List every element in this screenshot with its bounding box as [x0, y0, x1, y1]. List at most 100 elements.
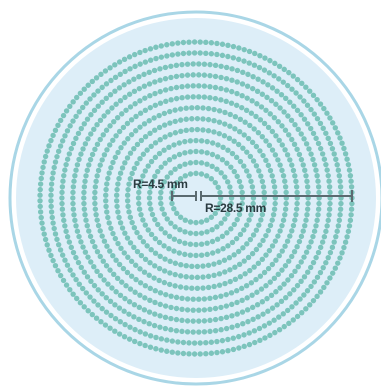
ring-dot [173, 62, 180, 69]
ring-dot [201, 61, 208, 67]
ring-dot [142, 168, 149, 174]
ring-dot [152, 250, 159, 256]
ring-dot [215, 205, 221, 212]
ring-dot [317, 145, 324, 152]
ring-dot [269, 173, 275, 179]
ring-dot [288, 273, 295, 279]
ring-dot [148, 247, 154, 253]
ring-dot [182, 251, 188, 258]
ring-dot [162, 325, 169, 332]
ring-dot [326, 206, 333, 212]
ring-dot [339, 140, 345, 146]
ring-dot [38, 214, 44, 221]
ring-dot [320, 125, 326, 132]
ring-dot [201, 318, 208, 324]
ring-dot [177, 227, 183, 233]
ring-dot [228, 100, 235, 106]
ring-dot [265, 265, 272, 272]
ring-dot [301, 136, 307, 142]
ring-dot [279, 248, 285, 254]
ring-dot [225, 211, 231, 217]
ring-dot [142, 283, 149, 289]
ring-dot [241, 258, 247, 264]
ring-dot [259, 211, 266, 218]
ring-dot [304, 102, 311, 108]
ring-dot [303, 84, 309, 90]
ring-dot [87, 156, 94, 163]
ring-dot [205, 284, 212, 291]
ring-dot [275, 118, 281, 125]
ring-dot [86, 162, 92, 168]
ring-dot [311, 228, 318, 234]
ring-dot [141, 83, 148, 89]
ring-dot [103, 294, 109, 301]
ring-dot [187, 230, 194, 236]
ring-dot [310, 92, 317, 99]
ring-dot [227, 184, 233, 190]
ring-dot [178, 262, 184, 268]
ring-dot [245, 318, 251, 325]
ring-dot [308, 264, 314, 271]
ring-dot [173, 327, 180, 334]
ring-dot [247, 153, 254, 160]
ring-dot [218, 97, 224, 103]
ring-dot [76, 109, 83, 115]
ring-dot [342, 239, 349, 245]
ring-dot [281, 281, 287, 287]
ring-dot [82, 212, 88, 218]
ring-dot [308, 239, 314, 245]
ring-dot [333, 156, 339, 163]
ring-dot [157, 253, 163, 259]
ring-dot [158, 336, 165, 342]
ring-dot [172, 260, 179, 266]
ring-dot [177, 284, 184, 290]
ring-dot [305, 200, 311, 207]
ring-dot [326, 212, 332, 218]
ring-dot [194, 105, 201, 111]
ring-dot [335, 260, 341, 266]
ring-dot [337, 135, 343, 141]
ring-dot [86, 228, 92, 234]
ring-dot [41, 159, 47, 165]
ring-dot [91, 92, 97, 98]
ring-dot [289, 253, 295, 260]
ring-dot [103, 203, 109, 210]
ring-dot [184, 94, 191, 100]
ring-dot [348, 184, 355, 190]
ring-dot [158, 347, 164, 353]
ring-dot [317, 244, 324, 251]
ring-dot [249, 206, 256, 212]
ring-dot [331, 239, 337, 245]
ring-dot [128, 258, 135, 265]
ring-dot [104, 209, 110, 215]
ring-dot [57, 117, 64, 124]
ring-dot [256, 325, 263, 332]
ring-dot [88, 259, 94, 265]
ring-dot [106, 220, 112, 226]
ring-dot [70, 249, 77, 256]
ring-dot [313, 135, 319, 142]
ring-dot [63, 108, 70, 114]
ring-dot [239, 81, 246, 87]
ring-dot [294, 107, 301, 114]
ring-dot [91, 126, 97, 132]
ring-dot [144, 147, 150, 153]
ring-dot [323, 161, 329, 168]
ring-dot [239, 104, 245, 111]
ring-dot [132, 326, 138, 333]
ring-dot [280, 79, 286, 85]
ring-dot [229, 239, 236, 246]
ring-dot [229, 88, 235, 95]
ring-dot [218, 220, 224, 226]
ring-dot [338, 189, 344, 196]
ring-dot [137, 155, 143, 162]
ring-dot [223, 303, 230, 309]
ring-dot [105, 281, 111, 287]
ring-dot [153, 55, 159, 62]
ring-dot [140, 173, 146, 179]
ring-dot [268, 98, 275, 104]
ring-dot [255, 129, 262, 136]
ring-dot [332, 125, 339, 131]
ring-dot [97, 117, 104, 123]
